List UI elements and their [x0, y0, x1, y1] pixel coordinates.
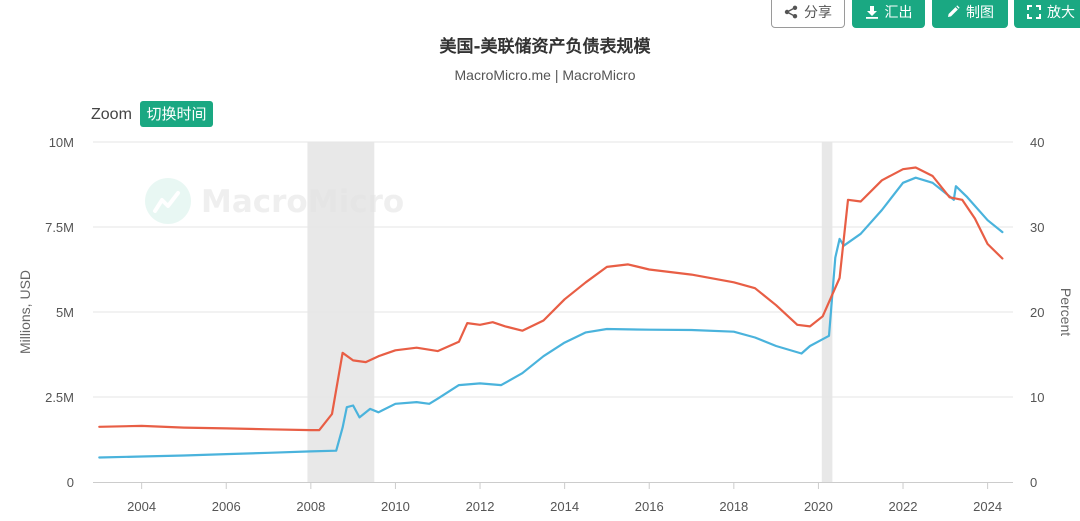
y-right-tick-label: 10 — [1030, 390, 1044, 405]
zoom-label-text: Zoom — [91, 106, 132, 123]
download-icon — [865, 6, 878, 19]
export-label: 汇出 — [884, 4, 913, 20]
pencil-icon — [948, 5, 960, 17]
x-tick-label: 2020 — [804, 499, 833, 514]
y-axis-left-title: Millions, USD — [17, 270, 33, 354]
share-label: 分享 — [804, 4, 832, 20]
y-left-tick-label: 2.5M — [45, 390, 74, 405]
series-line-0 — [98, 176, 1004, 459]
fullscreen-button[interactable]: 放大 — [1014, 0, 1080, 28]
watermark-text: MacroMicro — [201, 184, 404, 220]
x-tick-label: 2012 — [466, 499, 495, 514]
x-tick-label: 2008 — [296, 499, 325, 514]
x-tick-label: 2006 — [212, 499, 241, 514]
share-button[interactable]: 分享 — [771, 0, 845, 28]
chart-title: 美国-美联储资产负债表规模 — [439, 36, 651, 57]
x-tick-label: 2004 — [127, 499, 156, 514]
y-left-tick-label: 7.5M — [45, 220, 74, 235]
watermark-logo-icon — [145, 178, 191, 224]
y-left-tick-label: 10M — [49, 135, 74, 150]
zoom-toggle-button[interactable]: 切换时间 — [140, 101, 213, 127]
chart-subtitle: MacroMicro.me | MacroMicro — [455, 67, 636, 83]
x-tick-label: 2010 — [381, 499, 410, 514]
y-left-tick-label: 5M — [56, 305, 74, 320]
expand-icon — [1027, 5, 1041, 19]
y-right-tick-label: 30 — [1030, 220, 1044, 235]
export-button[interactable]: 汇出 — [852, 0, 925, 28]
x-tick-label: 2024 — [973, 499, 1002, 514]
y-axis-right-title: Percent — [1058, 288, 1074, 336]
series-line-1 — [98, 166, 1004, 432]
share-icon — [784, 5, 798, 19]
y-right-tick-label: 40 — [1030, 135, 1044, 150]
x-tick-label: 2016 — [635, 499, 664, 514]
toolbar: 分享 汇出 制图 放大 — [0, 0, 1080, 30]
draw-label: 制图 — [966, 4, 994, 20]
y-right-tick-label: 20 — [1030, 305, 1044, 320]
zoom-toggle-label: 切换时间 — [146, 105, 206, 123]
x-tick-label: 2014 — [550, 499, 579, 514]
y-right-tick-label: 0 — [1030, 475, 1037, 490]
x-tick-label: 2018 — [719, 499, 748, 514]
draw-button[interactable]: 制图 — [932, 0, 1008, 28]
zoom-label: 放大 — [1047, 4, 1075, 20]
watermark: MacroMicro — [145, 178, 404, 224]
y-left-tick-label: 0 — [67, 475, 74, 490]
x-tick-label: 2022 — [889, 499, 918, 514]
